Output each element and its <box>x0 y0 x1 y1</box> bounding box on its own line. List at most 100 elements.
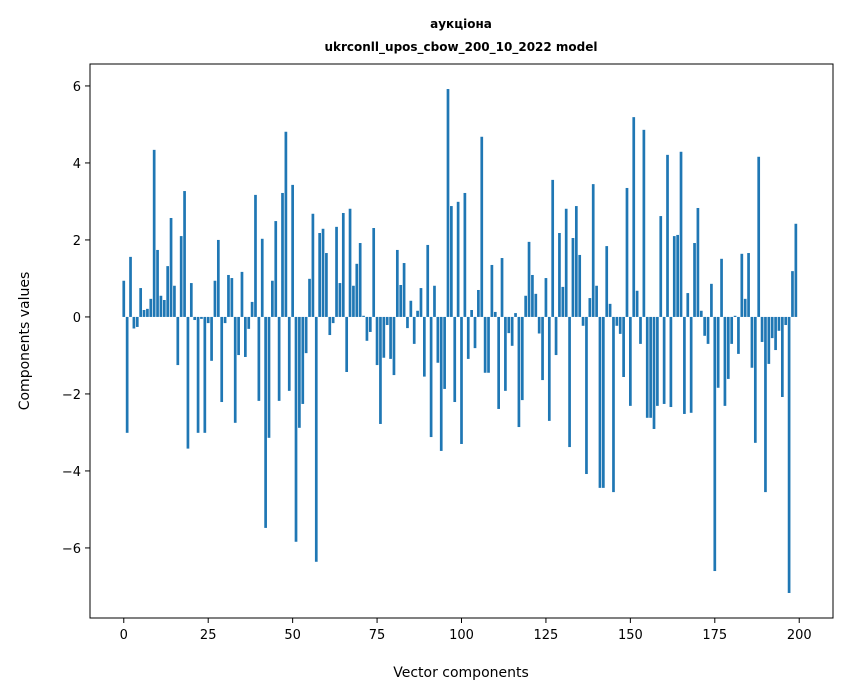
bar-4 <box>135 316 139 327</box>
y-tick-label: 0 <box>73 311 81 326</box>
bar-132 <box>568 316 571 448</box>
bar-106 <box>480 136 484 317</box>
bar-130 <box>561 286 565 317</box>
bar-70 <box>358 243 362 317</box>
bar-18 <box>183 191 186 317</box>
bar-149 <box>625 187 629 317</box>
bar-138 <box>588 298 592 317</box>
bar-88 <box>419 288 423 317</box>
bar-122 <box>534 293 538 317</box>
bar-114 <box>507 316 511 334</box>
y-tick-label: 4 <box>73 157 81 172</box>
bar-68 <box>352 285 355 317</box>
x-tick-label: 200 <box>787 628 812 643</box>
x-tick-label: 75 <box>369 628 386 643</box>
bar-121 <box>531 274 534 317</box>
bar-81 <box>395 249 399 317</box>
bar-24 <box>203 316 207 433</box>
bar-34 <box>237 316 240 356</box>
bar-162 <box>669 316 673 408</box>
bar-19 <box>186 316 190 449</box>
chart-title-line-2: ukrconll_upos_cbow_200_10_2022 model <box>324 40 597 55</box>
bar-60 <box>325 253 328 317</box>
bar-155 <box>645 316 649 418</box>
bar-69 <box>355 263 359 317</box>
bar-164 <box>676 234 679 317</box>
x-axis-label: Vector components <box>393 665 529 681</box>
bar-95 <box>443 316 446 389</box>
bar-5 <box>139 288 143 317</box>
bar-123 <box>537 316 541 334</box>
bar-193 <box>774 316 777 351</box>
bar-141 <box>598 316 602 488</box>
y-tick-label: −2 <box>62 388 81 403</box>
bar-22 <box>196 316 200 433</box>
bar-63 <box>335 226 338 317</box>
bar-67 <box>348 208 352 317</box>
chart-title-line-1: аукціона <box>430 17 492 31</box>
bar-168 <box>689 316 693 413</box>
bar-40 <box>257 316 261 401</box>
bar-161 <box>666 154 669 317</box>
bar-46 <box>277 316 281 401</box>
bar-82 <box>399 284 403 317</box>
bar-110 <box>493 311 497 317</box>
x-tick-label: 25 <box>200 628 217 643</box>
bar-65 <box>341 212 345 317</box>
bar-176 <box>716 316 720 388</box>
bar-163 <box>672 236 676 317</box>
bar-151 <box>632 117 636 317</box>
bar-129 <box>558 233 561 317</box>
bar-39 <box>254 194 257 317</box>
bar-14 <box>169 217 173 317</box>
bar-160 <box>662 316 666 404</box>
bar-36 <box>244 316 247 357</box>
bar-73 <box>368 316 372 332</box>
y-tick-label: 6 <box>73 80 81 95</box>
bar-12 <box>162 299 166 317</box>
x-tick-label: 125 <box>534 628 559 643</box>
bar-0 <box>122 280 126 317</box>
bar-192 <box>770 316 774 339</box>
bar-175 <box>713 316 717 572</box>
bar-64 <box>338 283 342 317</box>
bar-52 <box>298 316 301 428</box>
bar-179 <box>726 316 730 379</box>
bar-72 <box>365 316 369 341</box>
bar-53 <box>301 316 305 404</box>
bar-146 <box>615 316 619 326</box>
bar-101 <box>463 192 467 317</box>
bar-84 <box>406 316 409 329</box>
bar-170 <box>696 207 700 317</box>
bar-99 <box>456 201 460 317</box>
bar-1 <box>125 316 129 433</box>
bar-103 <box>470 310 473 317</box>
bar-89 <box>422 316 426 377</box>
bar-124 <box>541 316 544 381</box>
bar-58 <box>318 233 322 317</box>
bar-116 <box>514 313 517 317</box>
bar-6 <box>142 310 146 317</box>
bar-133 <box>571 238 575 317</box>
bar-188 <box>757 156 761 317</box>
bar-167 <box>686 293 690 317</box>
bar-30 <box>223 316 227 324</box>
bar-48 <box>284 131 288 317</box>
bar-78 <box>385 316 389 326</box>
bar-25 <box>206 316 210 324</box>
bar-37 <box>247 316 251 329</box>
y-tick-label: −4 <box>62 465 81 480</box>
bar-49 <box>287 316 291 391</box>
bar-118 <box>520 316 524 401</box>
bar-13 <box>166 266 170 317</box>
bar-191 <box>767 316 771 364</box>
bar-137 <box>585 316 588 475</box>
bar-131 <box>564 208 568 317</box>
bar-42 <box>264 316 267 528</box>
bar-195 <box>780 316 784 398</box>
bar-128 <box>554 316 558 356</box>
bar-59 <box>321 228 325 317</box>
bar-119 <box>524 295 528 317</box>
x-tick-label: 0 <box>120 628 128 643</box>
bar-35 <box>240 271 244 317</box>
